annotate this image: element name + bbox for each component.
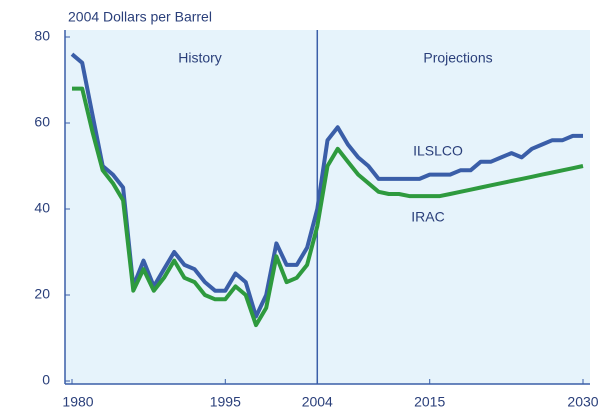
x-tick-label: 1995 <box>210 394 241 410</box>
series-line <box>70 52 583 319</box>
y-axis-label: 2004 Dollars per Barrel <box>68 9 212 25</box>
y-tick-label: 0 <box>42 372 50 388</box>
x-tick-label: 1980 <box>62 394 93 410</box>
annotation: History <box>178 50 222 66</box>
series-label: IRAC <box>411 209 444 225</box>
x-tick-label: 2004 <box>302 394 333 410</box>
x-tick-label: 2030 <box>567 394 598 410</box>
y-tick-label: 80 <box>34 28 50 44</box>
plot-background <box>65 30 590 384</box>
x-tick-label: 2015 <box>414 394 445 410</box>
annotation: Projections <box>423 50 492 66</box>
series-line <box>72 86 584 328</box>
y-tick-label: 20 <box>34 286 50 302</box>
y-tick-label: 60 <box>34 114 50 130</box>
y-tick-label: 40 <box>34 200 50 216</box>
series-label: ILSLCO <box>413 143 463 159</box>
